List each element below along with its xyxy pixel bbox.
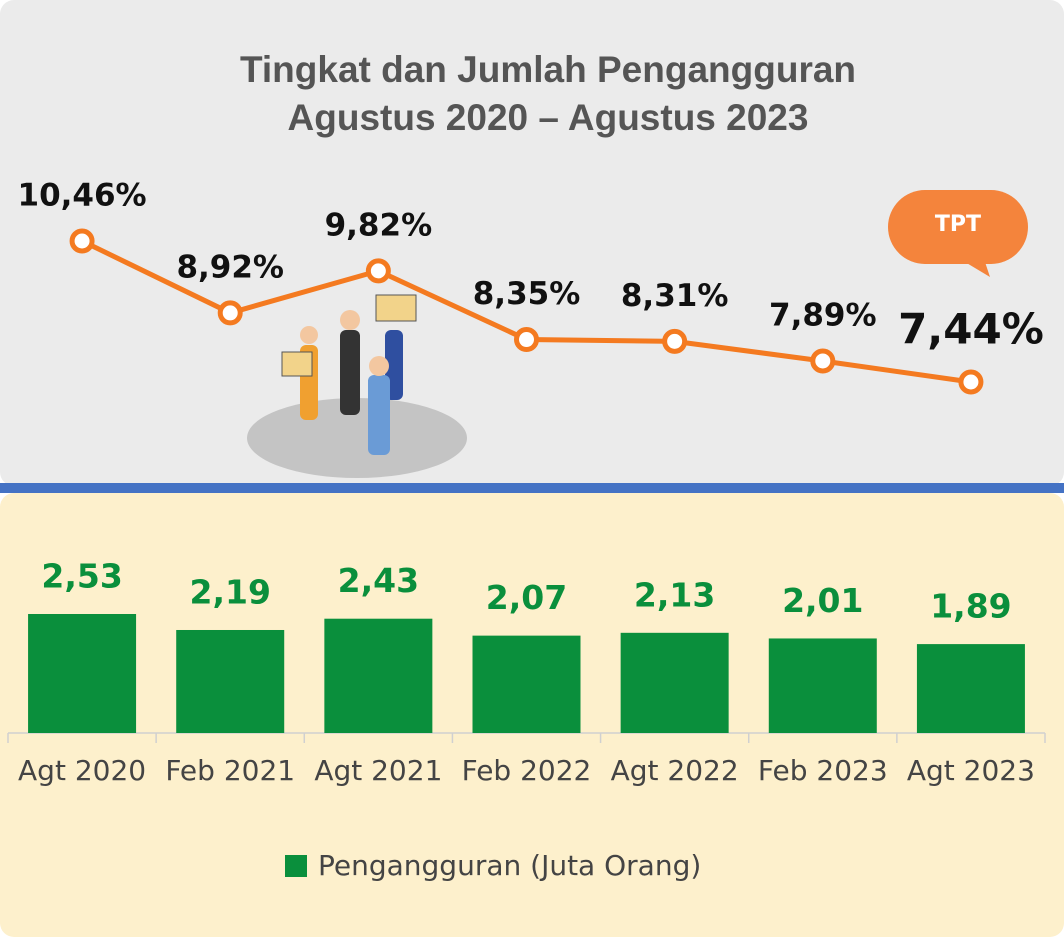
sign [375,294,417,322]
data-label: 2,19 [190,572,271,611]
bar [472,635,581,733]
data-label: 2,53 [41,557,122,596]
illustration [247,294,467,478]
data-label: 9,82% [325,207,433,243]
person [368,375,390,455]
point [810,348,836,374]
x-tick-label: Feb 2022 [462,754,592,787]
bar [176,629,285,733]
bar [768,638,877,733]
data-label: 10,46% [18,178,147,214]
badge [888,190,1028,264]
x-tick-label: Agt 2021 [314,754,442,787]
point [69,228,95,254]
point [958,369,984,395]
data-label: 2,43 [338,561,419,600]
tpt-badge: TPT [888,190,1028,277]
legend-swatch [285,855,307,877]
legend-label: TPT [935,212,981,237]
x-tick-label: Agt 2023 [907,754,1035,787]
x-tick-label: Feb 2021 [165,754,295,787]
person [340,330,360,415]
data-label: 8,92% [176,249,284,285]
data-label: 2,07 [486,578,567,617]
x-tick-label: Feb 2023 [758,754,888,787]
point [217,300,243,326]
sign [281,351,313,377]
head [340,310,360,330]
point [365,258,391,284]
x-tick-label: Agt 2022 [611,754,739,787]
bar [620,632,729,733]
x-tick-label: Agt 2020 [18,754,146,787]
bar [324,618,433,733]
chart-subtitle: Agustus 2020 – Agustus 2023 [288,97,809,138]
data-label: 2,13 [634,575,715,614]
data-label: 7,44% [898,305,1044,354]
bar [916,644,1025,733]
point [662,328,688,354]
data-label: 1,89 [930,587,1011,626]
divider [0,483,1064,493]
head [300,326,318,344]
chart-title: Tingkat dan Jumlah Pengangguran [240,49,856,90]
bar [28,614,137,733]
data-label: 7,89% [769,297,877,333]
point [514,327,539,353]
top-panel [0,0,1064,486]
data-label: 8,35% [473,276,581,312]
head [369,356,389,376]
data-label: 8,31% [621,278,729,314]
legend-label: Pengangguran (Juta Orang) [318,849,701,882]
badge-tail [965,262,990,277]
data-label: 2,01 [782,581,863,620]
